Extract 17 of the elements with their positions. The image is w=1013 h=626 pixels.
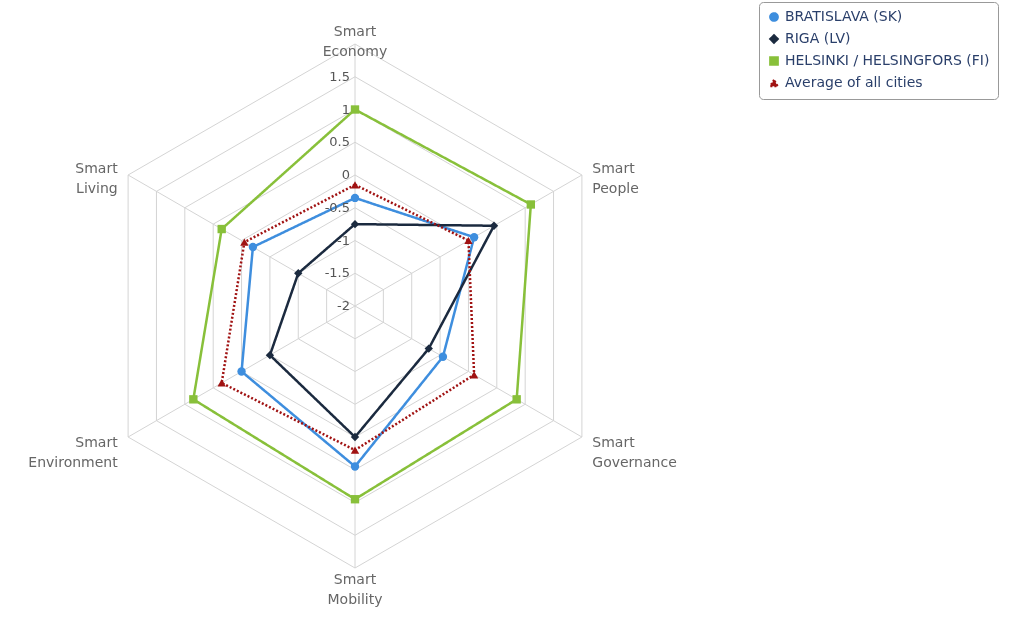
spoke-label: Smart Living bbox=[75, 160, 119, 196]
spoke-label: Smart Governance bbox=[592, 434, 677, 470]
spoke-label: Smart People bbox=[592, 160, 639, 196]
legend-label: RIGA (LV) bbox=[785, 30, 851, 46]
legend-label: Average of all cities bbox=[785, 74, 923, 90]
y-tick-label: -2 bbox=[337, 298, 350, 313]
y-tick-label: 0.5 bbox=[329, 134, 350, 150]
legend-label: BRATISLAVA (SK) bbox=[785, 8, 903, 24]
spoke-label: Smart Environment bbox=[28, 434, 119, 470]
spoke-label: Smart Economy bbox=[322, 23, 388, 59]
spoke-label: Smart Mobility bbox=[327, 571, 383, 607]
legend-label: HELSINKI / HELSINGFORS (FI) bbox=[785, 52, 990, 68]
y-tick-label: 1.5 bbox=[329, 68, 350, 84]
y-tick-label: -1 bbox=[337, 232, 350, 248]
y-tick-label: -1.5 bbox=[324, 265, 350, 281]
y-tick-label: 0 bbox=[341, 167, 350, 182]
y-tick-label: 1 bbox=[341, 101, 350, 117]
